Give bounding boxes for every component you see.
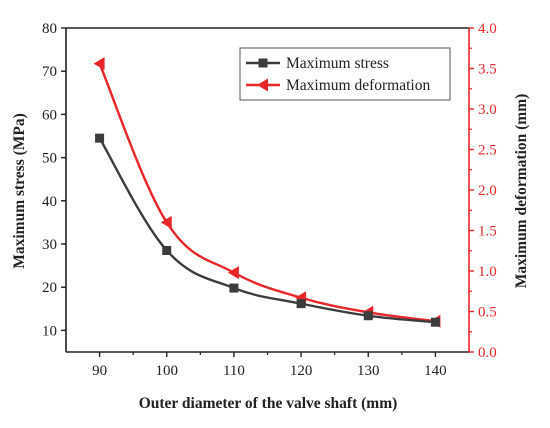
y-left-tick-label: 60	[42, 107, 57, 123]
x-axis-title: Outer diameter of the valve shaft (mm)	[139, 395, 398, 412]
deformation-series-line	[98, 63, 436, 323]
y-axis-right-title: Maximum deformation (mm)	[513, 94, 530, 289]
y-axis-left-title: Maximum stress (MPa)	[11, 113, 28, 269]
y-right-tick-label: 0.0	[478, 345, 497, 361]
y-left-tick-label: 50	[42, 151, 57, 167]
y-right-tick-label: 1.5	[478, 224, 497, 240]
stress-data-point	[229, 283, 239, 293]
ticks-layer: 10 20 30 40 50 60 70 80 0.0 0.5 1.0 1.5 2.0 2.5 3.0 3.5…	[42, 21, 497, 379]
y-right-tick-label: 3.5	[478, 62, 497, 78]
deformation-data-point	[160, 215, 172, 229]
x-tick-label: 130	[357, 363, 380, 379]
stress-series-line	[98, 137, 436, 324]
y-right-tick-label: 4.0	[478, 21, 497, 37]
y-right-tick-label: 2.0	[478, 183, 497, 199]
legend-label: Maximum stress	[286, 55, 389, 72]
y-right-tick-label: 2.5	[478, 143, 497, 159]
x-tick-label: 120	[290, 363, 313, 379]
deformation-data-point	[227, 266, 239, 280]
legend-box	[239, 47, 451, 101]
legend-swatch-marker	[258, 58, 268, 68]
legend: Maximum stress Maximum deformation	[239, 47, 451, 101]
x-tick-label: 140	[424, 363, 447, 379]
stress-data-point	[162, 245, 172, 255]
stress-data-point	[296, 299, 306, 309]
x-tick-label: 90	[92, 363, 107, 379]
y-right-tick-label: 3.0	[478, 102, 497, 118]
y-left-tick-label: 20	[42, 280, 57, 296]
y-left-tick-label: 40	[42, 194, 57, 210]
x-tick-label: 110	[223, 363, 245, 379]
stress-data-point	[363, 311, 373, 321]
y-left-tick-label: 30	[42, 237, 57, 253]
deformation-data-point	[93, 57, 105, 71]
series-layer	[93, 57, 441, 328]
y-left-tick-label: 80	[42, 21, 57, 37]
y-left-tick-label: 10	[42, 323, 57, 339]
stress-data-point	[430, 317, 440, 327]
x-tick-label: 100	[156, 363, 179, 379]
stress-data-point	[95, 133, 105, 143]
legend-label: Maximum deformation	[286, 77, 430, 94]
y-right-tick-label: 1.0	[478, 264, 497, 280]
y-right-tick-label: 0.5	[478, 305, 497, 321]
y-left-tick-label: 70	[42, 64, 57, 80]
legend-swatch-marker	[257, 78, 268, 92]
